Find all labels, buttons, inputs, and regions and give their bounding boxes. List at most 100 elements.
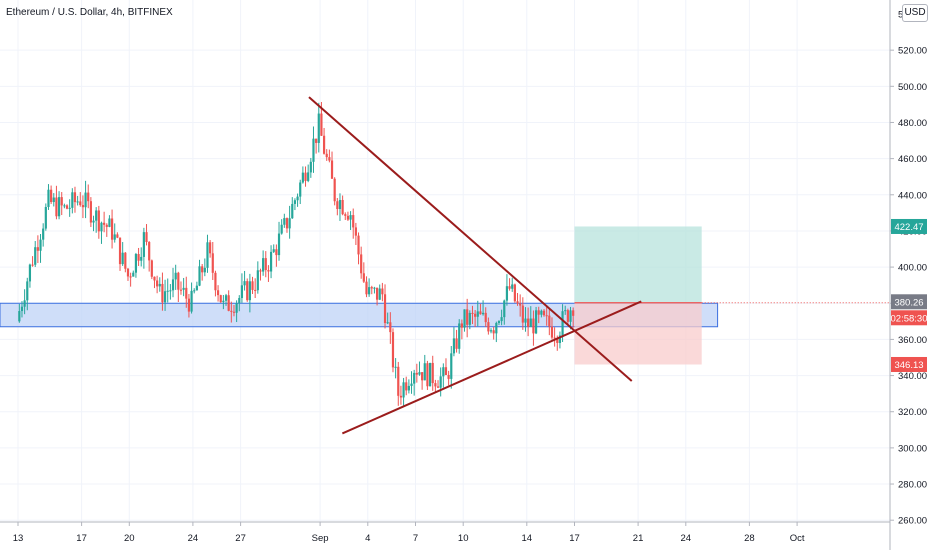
- loss-zone: [574, 302, 702, 365]
- time-tick-label: 28: [744, 533, 755, 544]
- candle-body: [516, 301, 519, 304]
- price-tick-label: 500.00: [898, 82, 927, 93]
- candle-body: [354, 227, 357, 236]
- candle-body: [216, 290, 220, 296]
- candle-body: [23, 300, 26, 307]
- candle-body: [564, 310, 567, 312]
- candle-body: [20, 306, 24, 312]
- candle-body: [150, 260, 153, 277]
- candle-body: [285, 218, 289, 229]
- candle-body: [375, 287, 379, 300]
- candle-body: [349, 215, 352, 220]
- candle-body: [312, 138, 315, 162]
- candle-body: [142, 232, 145, 257]
- candle-countdown-badge: 02:58:30: [891, 313, 928, 324]
- candle-body: [322, 135, 326, 154]
- ascending-trendline: [341, 300, 642, 435]
- candle-body: [158, 283, 161, 287]
- candle-body: [397, 366, 400, 396]
- candle-countdown-badge-bg: [891, 310, 927, 326]
- candle-body: [439, 376, 442, 388]
- candle-body: [434, 383, 437, 387]
- candle-body: [415, 372, 418, 375]
- candle-body: [344, 214, 347, 216]
- candle-body: [505, 286, 509, 301]
- candle-body: [224, 295, 228, 301]
- candle-body: [542, 310, 546, 316]
- candle-body: [463, 309, 466, 328]
- candle-body: [272, 249, 275, 252]
- candle-body: [105, 224, 108, 227]
- profit-zone: [574, 226, 702, 303]
- candle-body: [330, 160, 334, 179]
- long-position-tool: [574, 226, 890, 365]
- current-price-badge: 380.26: [894, 297, 923, 308]
- candle-body: [545, 315, 548, 317]
- time-tick-label: 17: [76, 533, 87, 544]
- candle-body: [182, 287, 185, 290]
- candle-body: [262, 258, 265, 272]
- candle-body: [481, 312, 485, 315]
- candle-body: [97, 210, 100, 232]
- candle-body: [511, 284, 514, 289]
- candle-body: [63, 205, 66, 207]
- candle-body: [55, 197, 58, 217]
- price-tick-label: 360.00: [898, 335, 927, 346]
- candle-body: [423, 363, 426, 381]
- candle-body: [269, 251, 273, 272]
- candle-body: [187, 298, 191, 312]
- candle-body: [301, 172, 304, 183]
- candle-body: [84, 192, 87, 208]
- price-axis[interactable]: 260.00 280.00 300.00 320.00 340.00 360.00 380.…: [890, 10, 927, 527]
- candle-body: [113, 234, 116, 240]
- candle-body: [346, 215, 350, 220]
- candle-body: [492, 330, 495, 334]
- time-tick-label: 10: [458, 533, 469, 544]
- candle-body: [521, 305, 524, 323]
- candle-body: [232, 311, 236, 313]
- current-price-badge-bg: [891, 294, 927, 310]
- candle-body: [87, 192, 90, 202]
- candles: [18, 102, 575, 406]
- candle-body: [513, 284, 516, 302]
- candle-body: [309, 161, 312, 173]
- candle-body: [211, 253, 214, 273]
- candle-body: [497, 321, 501, 323]
- candle-body: [277, 233, 281, 256]
- candle-body: [95, 210, 98, 221]
- candle-body: [553, 337, 556, 339]
- candle-body: [556, 338, 559, 343]
- candle-body: [405, 382, 408, 391]
- candle-body: [391, 332, 395, 368]
- time-axis[interactable]: 13 17 20 24 27 Sep 4 7 10 14 17 21 24 28 Oct: [13, 522, 805, 544]
- candle-body: [31, 264, 34, 266]
- candle-body: [519, 303, 522, 306]
- candle-body: [566, 310, 569, 322]
- candle-body: [442, 367, 445, 377]
- candle-body: [532, 318, 535, 334]
- currency-button[interactable]: USD: [902, 4, 928, 22]
- candle-body: [458, 323, 461, 349]
- candle-body: [328, 157, 331, 161]
- candle-body: [129, 276, 132, 278]
- candle-body: [60, 197, 63, 206]
- candle-body: [251, 281, 254, 290]
- candle-body: [370, 287, 373, 289]
- candle-body: [315, 138, 318, 143]
- candle-body: [71, 192, 74, 208]
- candle-body: [132, 272, 135, 277]
- candle-body: [238, 298, 241, 304]
- candle-body: [209, 242, 212, 254]
- candle-body: [145, 232, 148, 243]
- stop-price-badge: 346.13: [894, 360, 923, 371]
- candle-body: [280, 224, 283, 234]
- candle-body: [299, 182, 302, 197]
- time-tick-label: 13: [13, 533, 24, 544]
- candle-body: [444, 367, 448, 375]
- candle-body: [256, 270, 259, 291]
- candle-body: [121, 252, 124, 265]
- candle-body: [352, 215, 355, 228]
- candle-body: [124, 252, 127, 269]
- candle-body: [166, 290, 169, 292]
